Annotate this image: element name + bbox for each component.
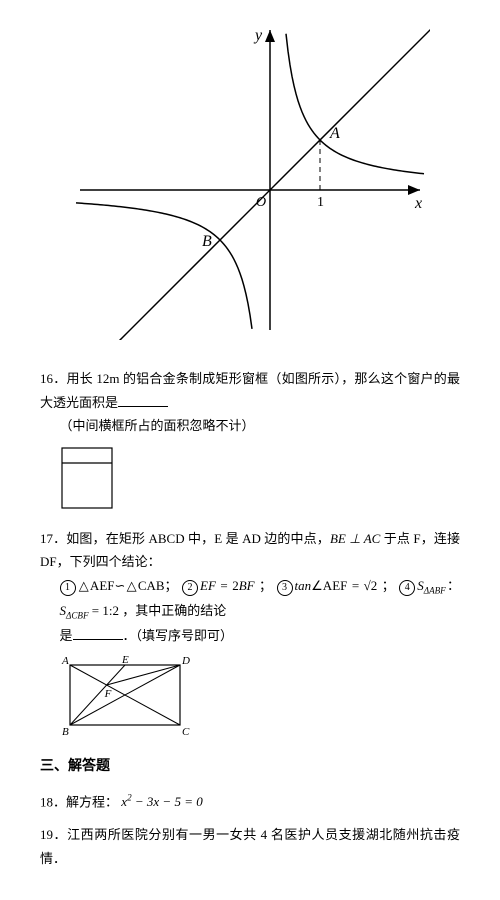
q16-text-before: 用长 12m 的铝合金条制成矩形窗框（如图所示），那么这个窗户的最大透光面积是 — [40, 371, 460, 409]
opt4-ratio: ： — [446, 578, 460, 593]
question-17: 17．如图，在矩形 ABCD 中，E 是 AD 边的中点，BE ⊥ AC 于点 … — [40, 527, 460, 742]
svg-text:E: E — [121, 655, 129, 666]
opt2-lhs: EF — [200, 578, 216, 593]
graph-svg: xyO1AB — [70, 20, 430, 340]
opt4-s2: SΔCBF — [60, 603, 89, 618]
q17-line3: 是 ．（填写序号即可） — [40, 624, 460, 647]
opt4-eq: = 1:2 — [89, 603, 119, 618]
q17-tail: ，其中正确的结论 — [119, 603, 226, 618]
opt4-circle: 4 — [399, 580, 415, 596]
coordinate-graph: xyO1AB — [40, 20, 460, 347]
q18-label: 解方程： — [66, 794, 118, 809]
opt3-after: ； — [377, 578, 394, 593]
opt3-sqrt: √2 — [364, 578, 378, 593]
q19-text: 江西两所医院分别有一男一女共 4 名医护人员支援湖北随州抗击疫情． — [40, 827, 460, 865]
window-frame-svg — [60, 446, 114, 510]
q16-text-after: （中间横框所占的面积忽略不计） — [40, 414, 460, 437]
opt3-circle: 3 — [277, 580, 293, 596]
question-18: 18．解方程： x2 − 3x − 5 = 0 — [40, 790, 460, 814]
opt2-after: ； — [255, 578, 272, 593]
rectangle-abcd-svg: A D B C E F — [60, 655, 190, 735]
q17-blank — [73, 626, 123, 640]
svg-text:A: A — [61, 655, 69, 667]
q17-intro: 如图，在矩形 ABCD 中，E 是 AD 边的中点， — [66, 531, 330, 546]
opt3-eq: = — [347, 578, 363, 593]
q17-cond: BE ⊥ AC — [330, 531, 380, 546]
opt2-circle: 2 — [182, 580, 198, 596]
opt3-tan: tan — [295, 578, 312, 593]
question-19: 19．江西两所医院分别有一男一女共 4 名医护人员支援湖北随州抗击疫情． — [40, 823, 460, 870]
opt1-circle: 1 — [60, 580, 76, 596]
opt2-mid: = 2 — [216, 578, 239, 593]
q18-equation: x2 − 3x − 5 = 0 — [121, 794, 202, 809]
svg-text:D: D — [181, 655, 190, 667]
svg-text:y: y — [253, 27, 263, 44]
opt2-rhs: BF — [239, 578, 255, 593]
svg-text:x: x — [414, 195, 422, 212]
q17-line3-after: ．（填写序号即可） — [123, 628, 234, 643]
question-16: 16．用长 12m 的铝合金条制成矩形窗框（如图所示），那么这个窗户的最大透光面… — [40, 367, 460, 517]
q19-number: 19． — [40, 827, 67, 842]
section-3-title: 三、解答题 — [40, 754, 460, 779]
svg-text:B: B — [62, 726, 69, 735]
svg-text:F: F — [104, 688, 112, 700]
svg-text:B: B — [202, 233, 212, 250]
opt4-s1: SΔABF — [417, 578, 446, 593]
q18-number: 18． — [40, 794, 66, 809]
opt3-angle: ∠AEF — [311, 578, 347, 593]
q16-blank — [118, 393, 168, 407]
q17-number: 17． — [40, 531, 66, 546]
q17-options: 1△AEF∽△CAB； 2EF = 2BF ； 3tan∠AEF = √2 ； … — [40, 574, 460, 624]
svg-text:A: A — [329, 125, 340, 142]
svg-text:1: 1 — [317, 195, 324, 210]
q17-figure: A D B C E F — [60, 655, 460, 742]
q16-number: 16． — [40, 371, 66, 386]
opt1-text: △AEF∽△CAB； — [78, 578, 178, 593]
svg-text:C: C — [182, 726, 190, 735]
q16-figure — [60, 446, 460, 517]
q17-line3-pre: 是 — [60, 628, 73, 643]
